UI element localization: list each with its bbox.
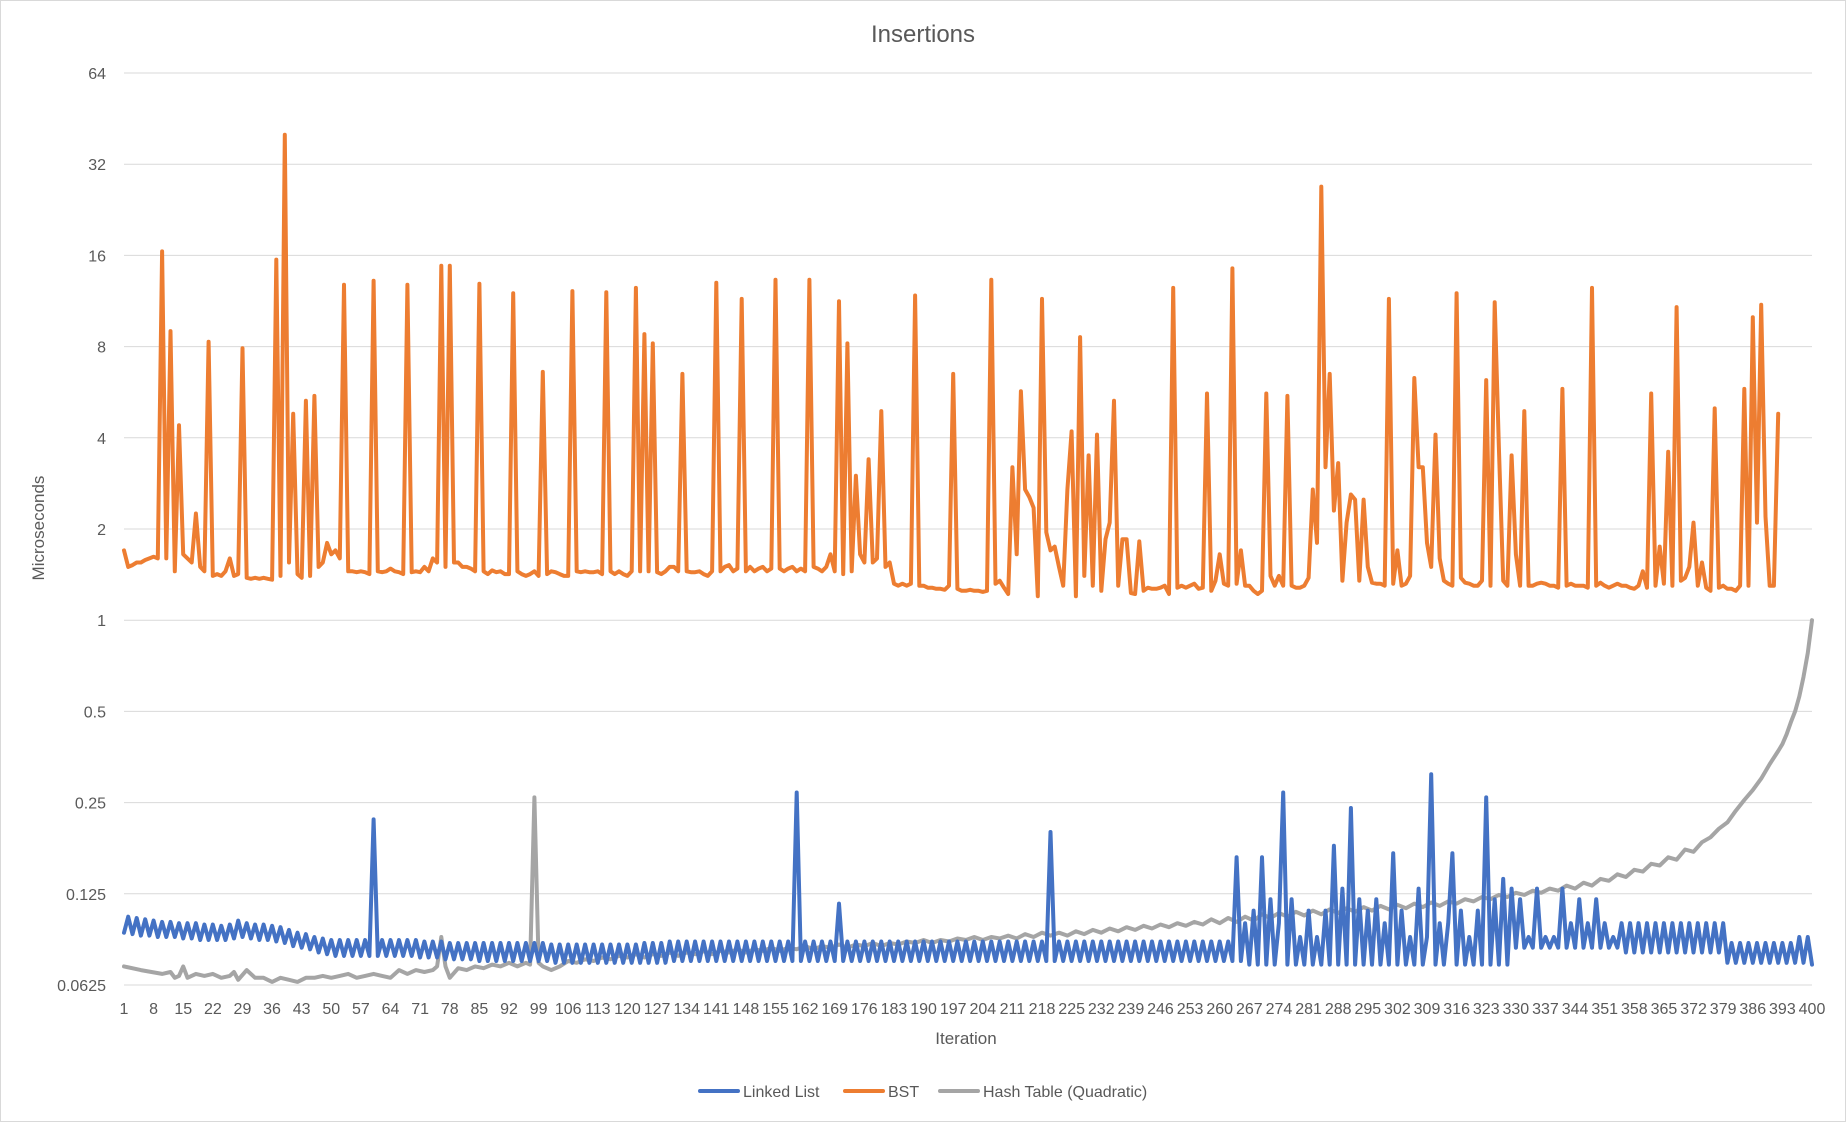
x-tick-label: 127 (644, 1001, 671, 1018)
x-tick-label: 274 (1266, 1001, 1293, 1018)
legend: Linked List BST Hash Table (Quadratic) (698, 1084, 1147, 1101)
y-tick-label: 32 (88, 157, 106, 174)
y-tick-label: 64 (88, 66, 106, 83)
y-axis-ticks: 0.0625 0.125 0.25 0.5 1 2 4 8 16 32 64 (57, 66, 106, 995)
x-tick-label: 400 (1799, 1001, 1826, 1018)
x-tick-label: 253 (1177, 1001, 1204, 1018)
x-tick-label: 162 (792, 1001, 819, 1018)
y-tick-label: 2 (97, 522, 106, 539)
x-tick-label: 288 (1325, 1001, 1352, 1018)
x-tick-label: 344 (1562, 1001, 1589, 1018)
x-tick-label: 134 (673, 1001, 700, 1018)
y-tick-label: 16 (88, 248, 106, 265)
x-tick-label: 302 (1384, 1001, 1411, 1018)
y-tick-label: 1 (97, 613, 106, 630)
x-tick-label: 22 (204, 1001, 222, 1018)
x-tick-label: 169 (821, 1001, 848, 1018)
x-tick-label: 113 (585, 1001, 611, 1018)
x-tick-label: 204 (969, 1001, 996, 1018)
x-tick-label: 148 (733, 1001, 760, 1018)
x-tick-label: 1 (120, 1001, 129, 1018)
series-line-linked-list (122, 772, 1814, 967)
x-tick-label: 281 (1295, 1001, 1322, 1018)
x-tick-label: 183 (881, 1001, 908, 1018)
x-tick-label: 36 (263, 1001, 281, 1018)
x-tick-label: 316 (1443, 1001, 1470, 1018)
x-tick-label: 267 (1236, 1001, 1263, 1018)
y-tick-label: 0.125 (66, 887, 106, 904)
y-tick-label: 0.5 (84, 704, 106, 721)
x-tick-label: 372 (1680, 1001, 1707, 1018)
y-tick-label: 4 (97, 431, 106, 448)
x-tick-label: 197 (940, 1001, 967, 1018)
x-tick-label: 141 (703, 1001, 730, 1018)
x-tick-label: 351 (1591, 1001, 1618, 1018)
x-tick-label: 246 (1147, 1001, 1174, 1018)
x-tick-label: 155 (762, 1001, 789, 1018)
x-tick-label: 64 (382, 1001, 400, 1018)
x-tick-label: 190 (910, 1001, 937, 1018)
x-tick-label: 29 (234, 1001, 252, 1018)
x-tick-label: 176 (851, 1001, 878, 1018)
x-tick-label: 78 (441, 1001, 459, 1018)
x-tick-label: 50 (322, 1001, 340, 1018)
x-tick-label: 260 (1206, 1001, 1233, 1018)
x-tick-label: 15 (174, 1001, 192, 1018)
x-tick-label: 386 (1739, 1001, 1766, 1018)
x-tick-label: 393 (1769, 1001, 1796, 1018)
x-tick-label: 85 (470, 1001, 488, 1018)
x-tick-label: 337 (1532, 1001, 1559, 1018)
legend-label: BST (888, 1084, 919, 1101)
x-tick-label: 43 (293, 1001, 311, 1018)
x-axis-label: Iteration (935, 1029, 996, 1048)
x-tick-label: 99 (530, 1001, 548, 1018)
series-line-bst (122, 132, 1781, 599)
x-tick-label: 358 (1621, 1001, 1648, 1018)
legend-label: Linked List (743, 1084, 820, 1101)
x-tick-label: 379 (1710, 1001, 1737, 1018)
legend-label: Hash Table (Quadratic) (983, 1084, 1147, 1101)
x-tick-label: 92 (500, 1001, 518, 1018)
y-tick-label: 0.0625 (57, 978, 106, 995)
x-tick-label: 295 (1354, 1001, 1381, 1018)
x-tick-label: 218 (1029, 1001, 1056, 1018)
x-tick-label: 211 (1000, 1001, 1026, 1018)
chart-title: Insertions (871, 21, 975, 48)
x-tick-label: 309 (1414, 1001, 1441, 1018)
x-tick-label: 106 (555, 1001, 582, 1018)
x-tick-label: 330 (1503, 1001, 1530, 1018)
x-tick-label: 8 (149, 1001, 158, 1018)
x-tick-label: 239 (1118, 1001, 1145, 1018)
series-layer (122, 132, 1814, 984)
x-tick-label: 232 (1088, 1001, 1115, 1018)
x-tick-label: 365 (1651, 1001, 1678, 1018)
y-axis-label: Microseconds (29, 476, 48, 581)
x-tick-label: 323 (1473, 1001, 1500, 1018)
x-tick-label: 225 (1058, 1001, 1085, 1018)
x-tick-label: 57 (352, 1001, 370, 1018)
x-tick-label: 71 (411, 1001, 429, 1018)
y-tick-label: 0.25 (75, 796, 106, 813)
x-tick-label: 120 (614, 1001, 641, 1018)
x-axis-ticks: 1 8 15 22 29 36 43 50 57 64 71 78 85 92 99 106 113 120 127… (120, 1001, 1826, 1018)
y-tick-label: 8 (97, 340, 106, 357)
